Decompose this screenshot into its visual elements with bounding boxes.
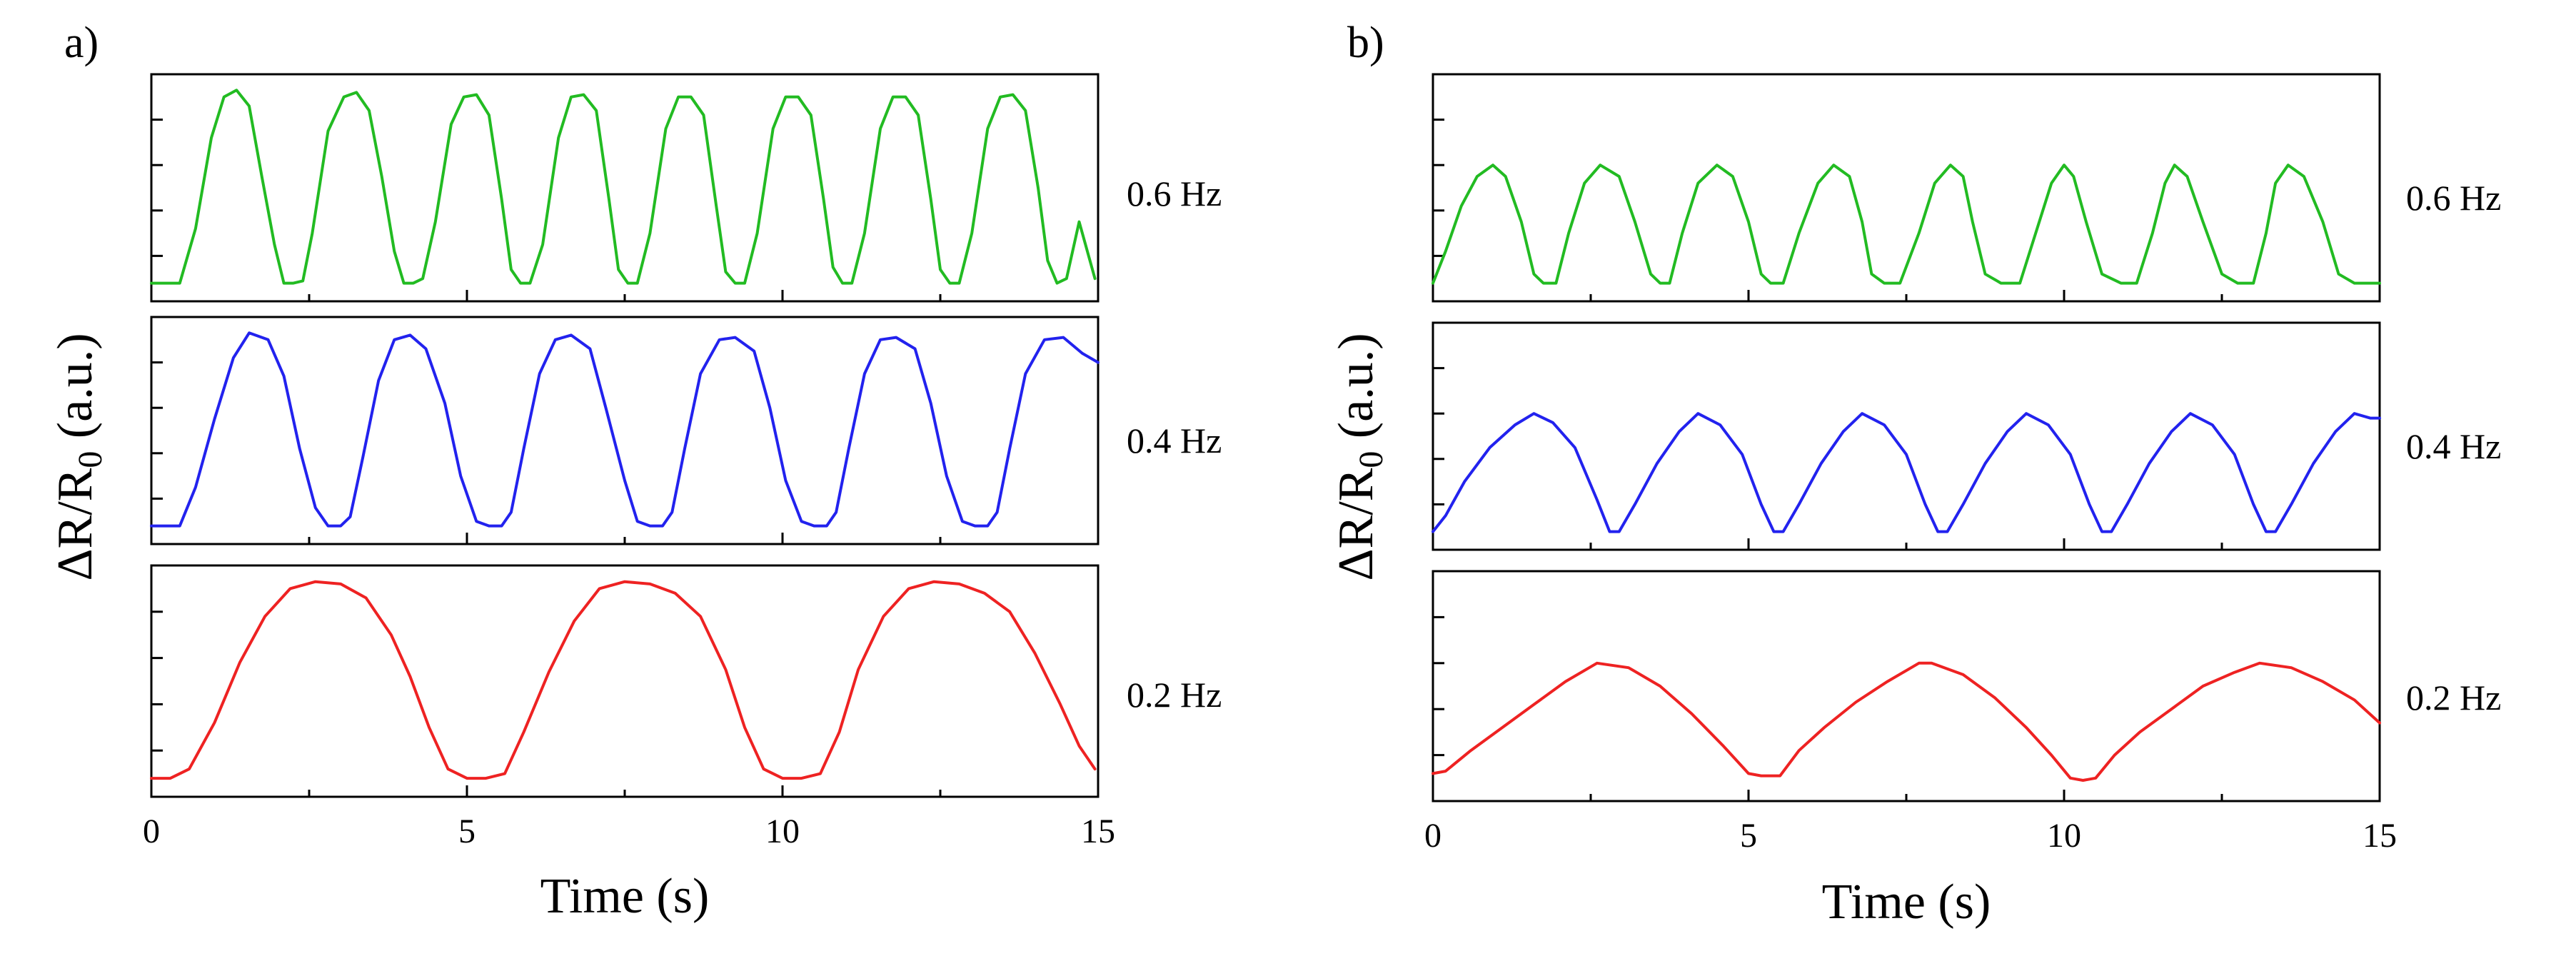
panel-a-ylabel-sub: 0: [71, 451, 109, 468]
panel-b-ylabel-sub: 0: [1352, 451, 1390, 468]
panel-a-x-ticks: 0 5 10 15: [143, 812, 1115, 850]
panel-b-xtick-label-0: 0: [1424, 817, 1442, 855]
panel-a-xtick-label-3: 15: [1081, 812, 1115, 850]
panel-b-subplot-1-frame: [1432, 321, 2381, 551]
panel-b-ylabel-text: ΔR/R: [1329, 468, 1384, 580]
panel-a-subplot-2-trace: [150, 580, 1097, 780]
panel-b-letter: b): [1347, 19, 1384, 67]
panel-b-subplot-1-trace: [1432, 412, 2381, 533]
panel-b-ylabel: ΔR/R0 (a.u.): [1329, 333, 1390, 580]
panel-b-subplot-0-trace: [1432, 163, 2381, 285]
panel-b-subplot-2-trace: [1432, 661, 2381, 782]
panel-b-ylabel-unit: (a.u.): [1329, 333, 1384, 451]
panel-a-subplot-2-freq: 0.2 Hz: [1127, 675, 1222, 715]
panel-b-subplot-2-frame: [1432, 570, 2381, 802]
panel-a-xtick-label-2: 10: [765, 812, 800, 850]
panel-a-subplot-2: 0.2 Hz: [150, 564, 1222, 798]
panel-b-xtick-label-2: 10: [2047, 817, 2081, 855]
panel-b-subplot-2-freq: 0.2 Hz: [2406, 678, 2501, 718]
panel-b-subplot-0: 0.6 Hz: [1432, 73, 2501, 303]
panel-a-letter: a): [64, 19, 99, 67]
panel-a-ylabel-text: ΔR/R: [48, 468, 103, 580]
panel-b-x-ticks: 0 5 10 15: [1424, 817, 2397, 855]
panel-b-subplot-1: 0.4 Hz: [1432, 321, 2501, 551]
panel-a-xlabel: Time (s): [540, 869, 710, 924]
panel-a-subplot-0: 0.6 Hz: [150, 73, 1222, 303]
panel-a-subplot-1-freq: 0.4 Hz: [1127, 421, 1222, 461]
panel-b-xtick-label-1: 5: [1740, 817, 1757, 855]
panel-a-subplot-0-freq: 0.6 Hz: [1127, 173, 1222, 213]
panel-a-ylabel-unit: (a.u.): [48, 333, 103, 451]
panel-a-subplot-0-trace: [150, 89, 1097, 285]
panel-a-xtick-label-1: 5: [458, 812, 476, 850]
panel-a-ylabel: ΔR/R0 (a.u.): [48, 333, 109, 580]
panel-b-subplot-2: 0.2 Hz: [1432, 570, 2501, 802]
panel-b-subplot-0-freq: 0.6 Hz: [2406, 178, 2501, 218]
panel-b-subplot-1-freq: 0.4 Hz: [2406, 426, 2501, 466]
panel-a-xtick-label-0: 0: [143, 812, 160, 850]
panel-b-xlabel: Time (s): [1822, 875, 1991, 930]
panel-a-subplot-1-trace: [150, 331, 1100, 528]
panel-a-subplot-1-frame: [150, 316, 1100, 545]
panel-a-subplot-1: 0.4 Hz: [150, 316, 1222, 545]
panel-a-subplot-2-frame: [150, 564, 1100, 798]
panel-a-subplot-0-frame: [150, 73, 1100, 303]
panel-b-xtick-label-3: 15: [2363, 817, 2397, 855]
